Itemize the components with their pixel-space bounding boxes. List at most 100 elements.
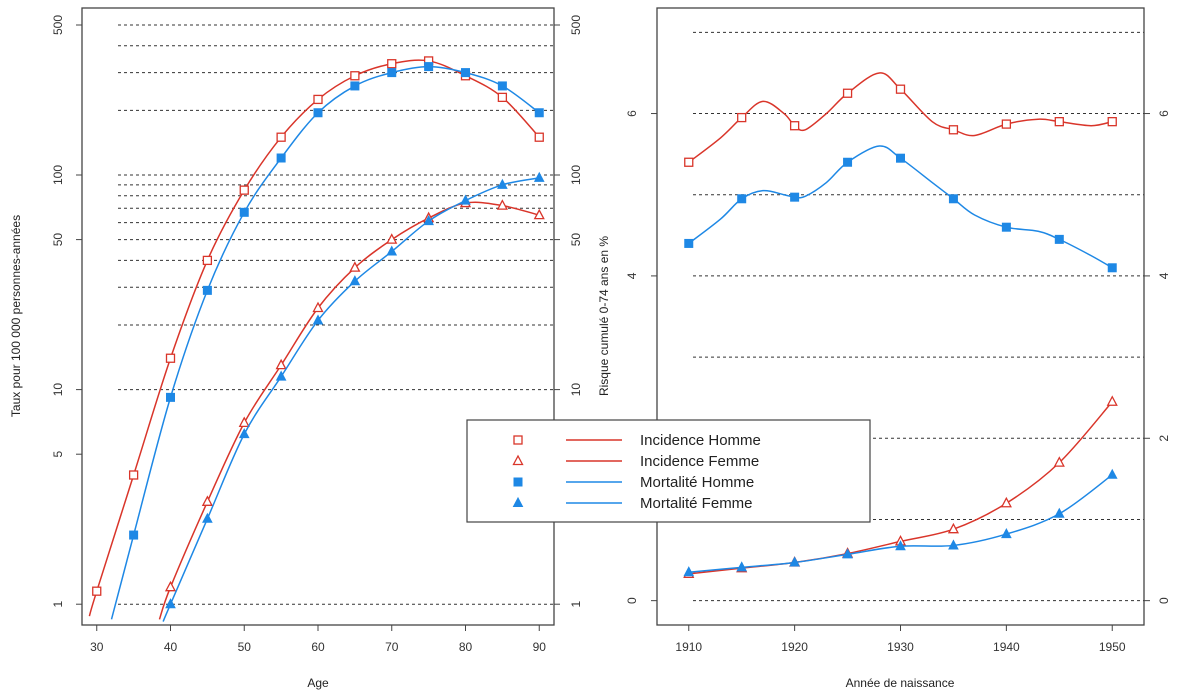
age-point-incidence-femme — [238, 416, 250, 427]
age-point-incidence-homme — [497, 92, 508, 103]
age-point-mortalite-femme — [275, 370, 287, 381]
age-y-tick-label: 100 — [51, 165, 65, 185]
birth-year-point-mortalite-homme — [896, 153, 905, 163]
birth-year-point-incidence-homme — [684, 157, 694, 167]
birth-year-point-incidence-homme — [1107, 117, 1117, 127]
age-y-tick-label: 10 — [51, 383, 65, 397]
birth-year-y-tick-label-right: 0 — [1157, 597, 1171, 604]
birth-year-point-incidence-homme — [895, 84, 906, 94]
birth-year-point-mortalite-homme — [843, 157, 853, 167]
birth-year-line-mortalite-homme — [688, 145, 1113, 269]
age-x-axis-label: Age — [307, 676, 329, 690]
legend-box — [466, 419, 871, 523]
age-point-mortalite-femme — [349, 275, 361, 286]
age-x-tick-label: 90 — [533, 640, 547, 654]
birth-year-panel: 0022446619101920193019401950 Année de na… — [597, 7, 1171, 690]
birth-year-point-mortalite-femme — [948, 539, 959, 550]
age-point-mortalite-femme — [497, 178, 508, 189]
age-point-incidence-femme — [533, 208, 545, 220]
age-point-incidence-homme — [350, 71, 360, 81]
age-point-mortalite-homme — [461, 68, 470, 78]
birth-year-y-tick-label: 4 — [625, 272, 639, 279]
age-point-mortalite-homme — [239, 207, 249, 217]
age-point-mortalite-femme — [312, 314, 324, 325]
legend-label-incidence-femme: Incidence Femme — [640, 453, 759, 470]
age-x-tick-label: 40 — [164, 640, 178, 654]
birth-year-point-mortalite-femme — [683, 566, 695, 577]
age-point-incidence-femme — [201, 495, 213, 506]
birth-year-x-tick-label: 1910 — [675, 640, 702, 654]
birth-year-point-mortalite-femme — [1001, 528, 1012, 539]
age-point-mortalite-homme — [534, 108, 544, 118]
age-series — [88, 56, 545, 622]
age-y-tick-label-right: 10 — [569, 383, 583, 397]
age-point-mortalite-homme — [313, 108, 323, 118]
age-point-incidence-homme — [165, 353, 176, 363]
birth-year-point-mortalite-homme — [1107, 263, 1117, 273]
birth-year-point-incidence-homme — [1054, 117, 1064, 127]
age-series-mortalite-femme — [162, 171, 545, 622]
birth-year-plot-frame — [656, 7, 1145, 626]
age-point-incidence-homme — [92, 586, 102, 596]
birth-year-point-mortalite-homme — [948, 194, 958, 204]
legend-marker-mortalite-femme — [512, 496, 524, 507]
birth-year-y-tick-label: 0 — [625, 597, 639, 604]
birth-year-point-incidence-homme — [789, 121, 800, 131]
birth-year-point-incidence-homme — [1001, 119, 1012, 129]
age-point-mortalite-homme — [202, 285, 212, 295]
birth-year-series-incidence-homme — [684, 72, 1117, 167]
age-point-incidence-femme — [275, 358, 287, 370]
birth-year-point-mortalite-femme — [1053, 507, 1065, 518]
age-point-mortalite-femme — [238, 428, 250, 439]
age-point-mortalite-femme — [533, 171, 545, 182]
legend-label-mortalite-homme: Mortalité Homme — [640, 474, 754, 491]
birth-year-point-mortalite-homme — [1054, 234, 1064, 244]
age-point-mortalite-femme — [460, 194, 471, 205]
age-y-tick-label-right: 100 — [569, 165, 583, 185]
birth-year-x-tick-label: 1930 — [887, 640, 914, 654]
age-point-incidence-homme — [276, 132, 286, 142]
age-point-incidence-homme — [239, 185, 249, 195]
age-point-mortalite-homme — [387, 68, 397, 78]
birth-year-x-axis-label: Année de naissance — [846, 676, 955, 690]
age-point-incidence-femme — [312, 301, 324, 313]
age-point-mortalite-femme — [386, 245, 398, 256]
birth-year-point-incidence-femme — [1053, 456, 1065, 467]
age-point-mortalite-femme — [165, 598, 176, 609]
birth-year-point-mortalite-femme — [1106, 468, 1118, 479]
birth-year-y-tick-label-right: 6 — [1157, 110, 1171, 117]
age-point-incidence-femme — [164, 580, 177, 592]
birth-year-point-incidence-homme — [842, 88, 853, 98]
birth-year-x-tick-label: 1940 — [993, 640, 1020, 654]
age-point-incidence-homme — [534, 132, 544, 142]
legend-marker-mortalite-homme — [513, 477, 523, 487]
legend-label-mortalite-femme: Mortalité Femme — [640, 495, 753, 512]
birth-year-point-mortalite-homme — [790, 192, 800, 202]
birth-year-series-mortalite-femme — [683, 468, 1118, 577]
birth-year-point-mortalite-femme — [789, 556, 800, 567]
age-point-mortalite-homme — [350, 81, 360, 91]
birth-year-point-incidence-femme — [1000, 496, 1012, 508]
birth-year-point-mortalite-femme — [736, 561, 748, 572]
birth-year-axis-ticks: 0022446619101920193019401950 — [625, 110, 1171, 654]
age-series-mortalite-homme — [110, 62, 544, 620]
age-y-tick-label: 5 — [51, 451, 65, 458]
birth-year-y-tick-label: 6 — [625, 110, 639, 117]
birth-year-x-tick-label: 1920 — [781, 640, 808, 654]
age-line-mortalite-homme — [110, 65, 540, 620]
legend-label-incidence-homme: Incidence Homme — [640, 432, 761, 449]
age-point-incidence-homme — [387, 59, 397, 69]
birth-year-point-incidence-homme — [737, 112, 747, 123]
birth-year-point-mortalite-femme — [895, 540, 906, 551]
birth-year-y-tick-label-right: 4 — [1157, 272, 1171, 279]
birth-year-point-mortalite-homme — [737, 194, 747, 204]
age-point-mortalite-homme — [166, 392, 175, 402]
legend-marker-incidence-femme — [512, 454, 524, 466]
birth-year-point-incidence-femme — [1106, 395, 1118, 406]
birth-year-y-tick-label-right: 2 — [1157, 435, 1171, 442]
age-x-tick-label: 80 — [459, 640, 473, 654]
birth-year-point-mortalite-femme — [842, 548, 853, 559]
age-y-axis-label: Taux pour 100 000 personnes-années — [9, 215, 23, 417]
